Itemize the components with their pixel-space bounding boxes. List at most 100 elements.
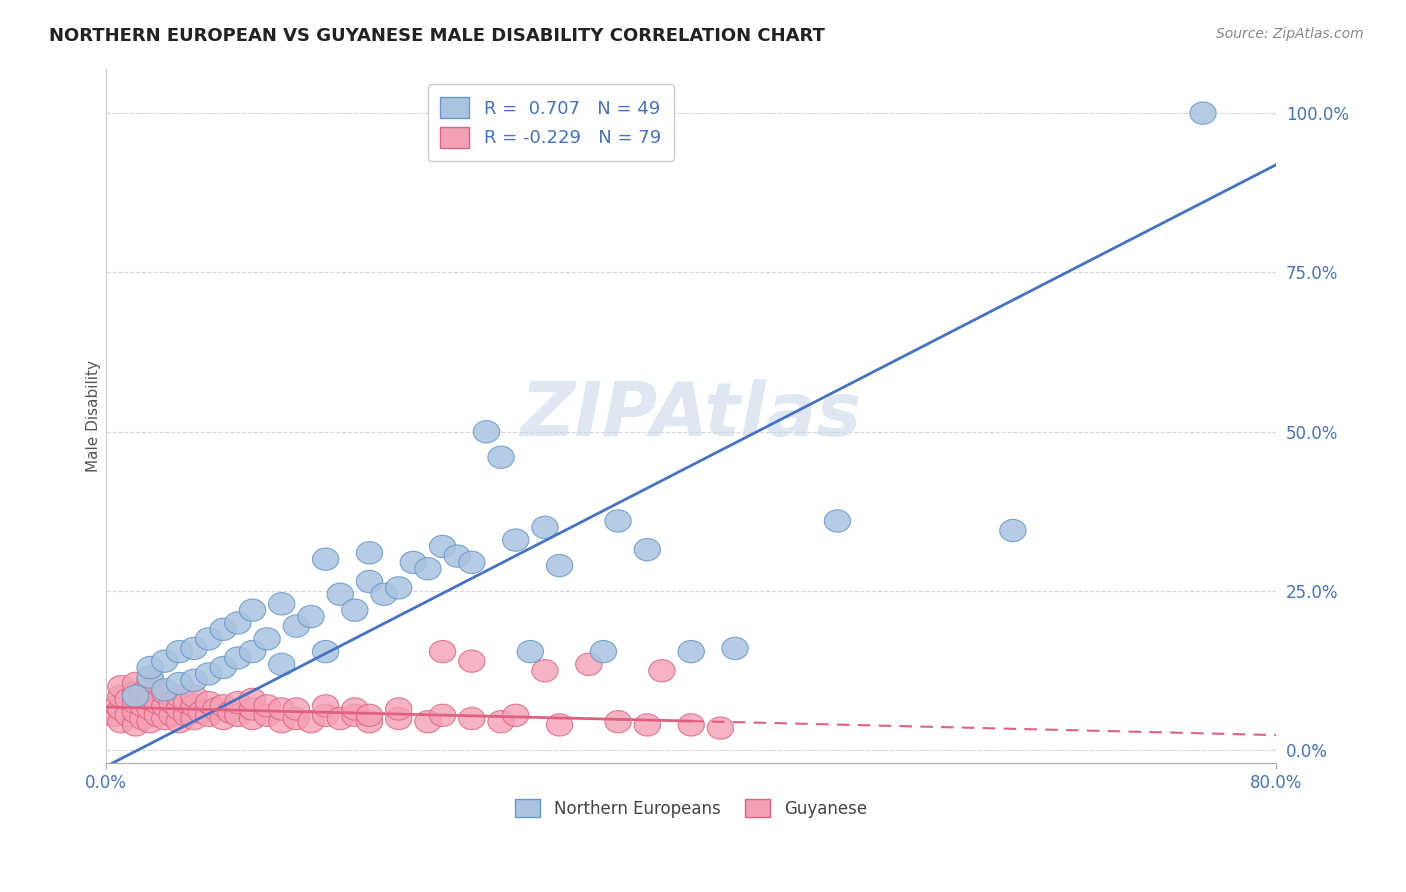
Ellipse shape <box>458 707 485 730</box>
Ellipse shape <box>502 704 529 726</box>
Ellipse shape <box>269 698 295 720</box>
Ellipse shape <box>283 615 309 637</box>
Ellipse shape <box>385 577 412 599</box>
Ellipse shape <box>605 711 631 733</box>
Ellipse shape <box>415 558 441 580</box>
Ellipse shape <box>239 599 266 622</box>
Ellipse shape <box>202 698 229 720</box>
Ellipse shape <box>239 698 266 720</box>
Ellipse shape <box>209 695 236 717</box>
Ellipse shape <box>721 637 748 659</box>
Ellipse shape <box>1000 519 1026 541</box>
Legend: Northern Europeans, Guyanese: Northern Europeans, Guyanese <box>509 792 873 824</box>
Ellipse shape <box>254 695 280 717</box>
Ellipse shape <box>356 541 382 564</box>
Ellipse shape <box>122 681 149 704</box>
Ellipse shape <box>145 691 170 714</box>
Ellipse shape <box>254 704 280 726</box>
Y-axis label: Male Disability: Male Disability <box>86 359 101 472</box>
Ellipse shape <box>356 570 382 592</box>
Ellipse shape <box>312 640 339 663</box>
Ellipse shape <box>129 681 156 704</box>
Ellipse shape <box>136 666 163 689</box>
Ellipse shape <box>181 695 207 717</box>
Ellipse shape <box>575 653 602 675</box>
Ellipse shape <box>342 698 368 720</box>
Ellipse shape <box>488 446 515 468</box>
Text: Source: ZipAtlas.com: Source: ZipAtlas.com <box>1216 27 1364 41</box>
Ellipse shape <box>122 691 149 714</box>
Ellipse shape <box>342 704 368 726</box>
Ellipse shape <box>115 689 142 711</box>
Ellipse shape <box>298 711 325 733</box>
Ellipse shape <box>209 707 236 730</box>
Ellipse shape <box>502 529 529 551</box>
Ellipse shape <box>115 704 142 726</box>
Ellipse shape <box>166 640 193 663</box>
Ellipse shape <box>429 535 456 558</box>
Ellipse shape <box>159 704 186 726</box>
Ellipse shape <box>122 701 149 723</box>
Ellipse shape <box>225 612 252 634</box>
Ellipse shape <box>136 698 163 720</box>
Ellipse shape <box>152 707 179 730</box>
Ellipse shape <box>678 714 704 736</box>
Ellipse shape <box>136 657 163 679</box>
Ellipse shape <box>136 679 163 701</box>
Ellipse shape <box>531 659 558 681</box>
Ellipse shape <box>342 599 368 622</box>
Ellipse shape <box>707 717 734 739</box>
Ellipse shape <box>298 606 325 628</box>
Ellipse shape <box>605 510 631 533</box>
Ellipse shape <box>152 650 179 673</box>
Ellipse shape <box>108 711 134 733</box>
Ellipse shape <box>152 679 179 701</box>
Ellipse shape <box>385 698 412 720</box>
Ellipse shape <box>328 707 353 730</box>
Ellipse shape <box>108 698 134 720</box>
Ellipse shape <box>129 695 156 717</box>
Ellipse shape <box>401 551 426 574</box>
Ellipse shape <box>122 673 149 695</box>
Ellipse shape <box>356 711 382 733</box>
Ellipse shape <box>209 618 236 640</box>
Ellipse shape <box>181 685 207 707</box>
Ellipse shape <box>166 673 193 695</box>
Ellipse shape <box>195 628 222 650</box>
Ellipse shape <box>269 592 295 615</box>
Ellipse shape <box>356 704 382 726</box>
Ellipse shape <box>173 704 200 726</box>
Ellipse shape <box>225 647 252 669</box>
Ellipse shape <box>225 691 252 714</box>
Ellipse shape <box>371 583 398 606</box>
Ellipse shape <box>312 695 339 717</box>
Ellipse shape <box>634 539 661 561</box>
Ellipse shape <box>547 714 572 736</box>
Ellipse shape <box>239 689 266 711</box>
Ellipse shape <box>181 669 207 691</box>
Ellipse shape <box>458 551 485 574</box>
Ellipse shape <box>547 555 572 577</box>
Ellipse shape <box>283 707 309 730</box>
Ellipse shape <box>678 640 704 663</box>
Ellipse shape <box>648 659 675 681</box>
Ellipse shape <box>188 701 215 723</box>
Ellipse shape <box>429 640 456 663</box>
Text: NORTHERN EUROPEAN VS GUYANESE MALE DISABILITY CORRELATION CHART: NORTHERN EUROPEAN VS GUYANESE MALE DISAB… <box>49 27 825 45</box>
Ellipse shape <box>254 628 280 650</box>
Ellipse shape <box>105 695 131 717</box>
Ellipse shape <box>517 640 544 663</box>
Ellipse shape <box>283 698 309 720</box>
Ellipse shape <box>122 714 149 736</box>
Ellipse shape <box>136 669 163 691</box>
Ellipse shape <box>181 637 207 659</box>
Ellipse shape <box>173 691 200 714</box>
Ellipse shape <box>166 698 193 720</box>
Ellipse shape <box>269 711 295 733</box>
Ellipse shape <box>159 691 186 714</box>
Ellipse shape <box>152 681 179 704</box>
Ellipse shape <box>488 711 515 733</box>
Ellipse shape <box>824 510 851 533</box>
Ellipse shape <box>209 657 236 679</box>
Ellipse shape <box>195 704 222 726</box>
